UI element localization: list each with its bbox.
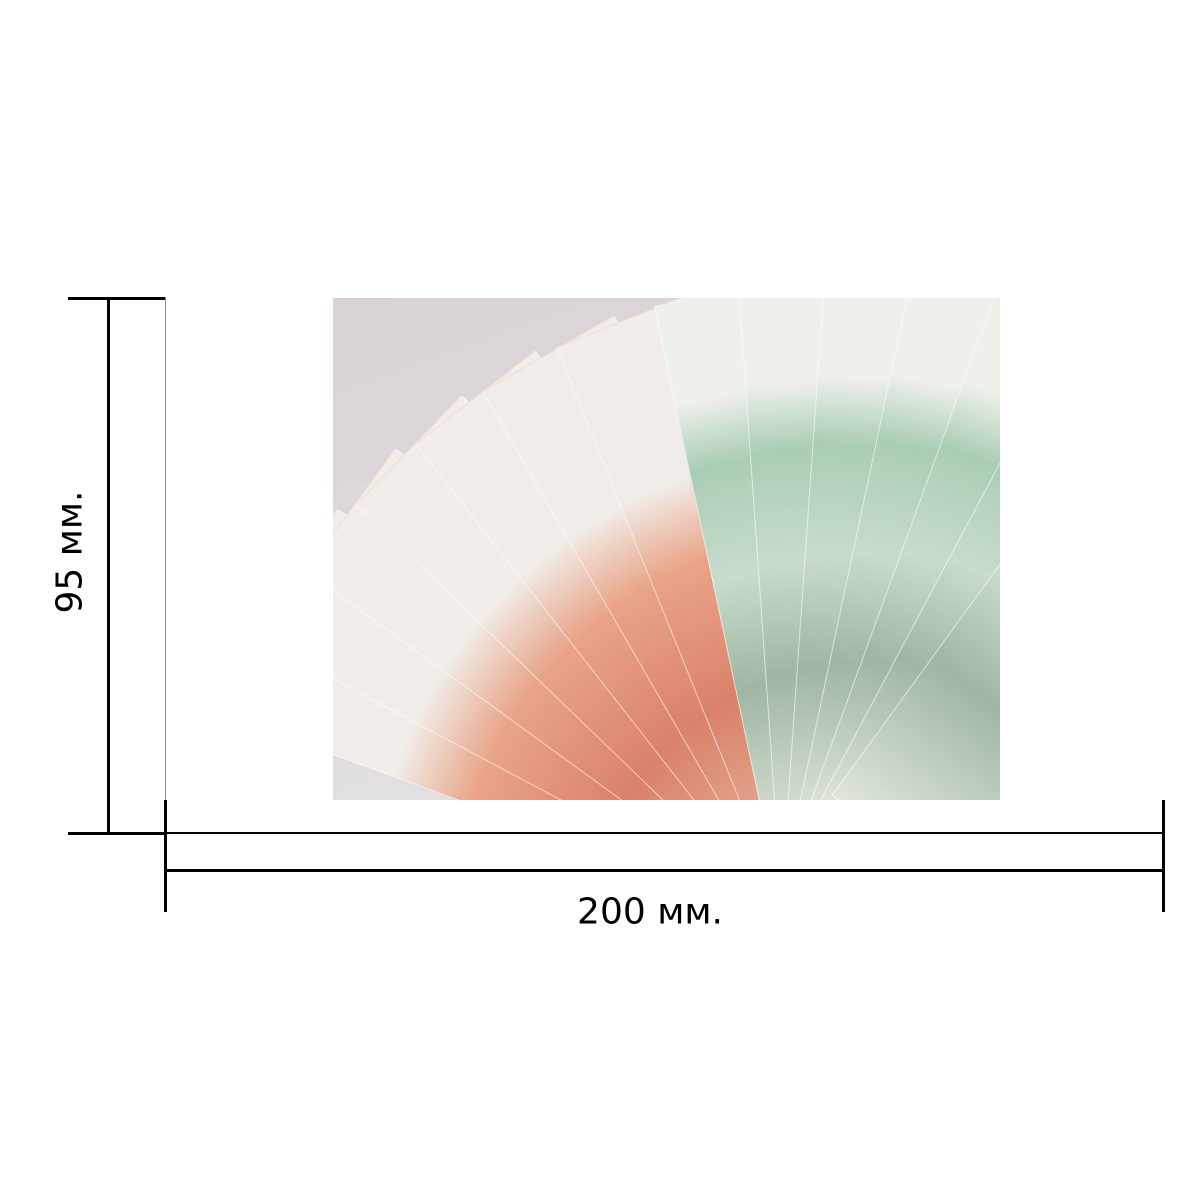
height-extension-line <box>165 297 166 834</box>
width-extension-line <box>165 832 1164 834</box>
height-top-tick <box>68 297 166 300</box>
height-label: 95 мм. <box>49 490 91 614</box>
height-dimension-line <box>107 297 110 834</box>
width-dimension-line <box>165 869 1164 872</box>
height-bottom-tick <box>68 832 166 835</box>
width-left-tick <box>164 800 167 912</box>
width-label: 200 мм. <box>577 891 723 933</box>
product-photo <box>333 298 1000 800</box>
width-right-tick <box>1162 800 1165 912</box>
